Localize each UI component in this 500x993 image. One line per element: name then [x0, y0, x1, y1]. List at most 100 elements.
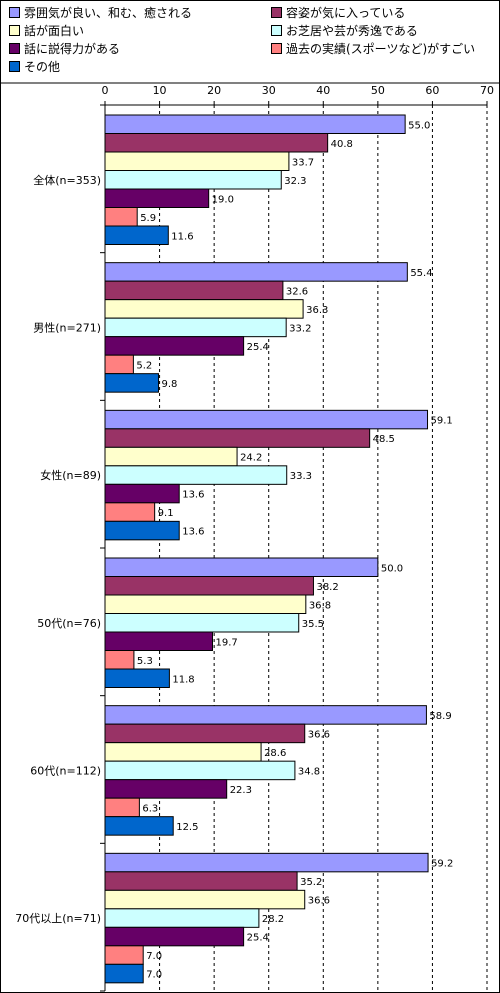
bar [104, 428, 371, 448]
data-label: 22.3 [230, 785, 252, 796]
bar [104, 631, 214, 651]
bar [104, 225, 169, 245]
bar [104, 446, 238, 467]
data-label: 36.3 [306, 305, 328, 316]
data-label: 19.0 [212, 194, 234, 205]
legend-item: その他 [9, 59, 60, 75]
data-label: 12.5 [176, 822, 198, 833]
data-label: 58.9 [429, 711, 451, 722]
legend-swatch [271, 7, 282, 18]
legend-label: 話が面白い [24, 24, 85, 38]
legend-item: 容姿が気に入っている [271, 5, 405, 21]
legend: 雰囲気が良い、和む、癒される 容姿が気に入っている話が面白い お芝居や芸が秀逸である… [9, 5, 489, 77]
bar [104, 557, 379, 577]
data-label: 36.8 [309, 600, 331, 611]
legend-swatch [9, 25, 20, 36]
bar [104, 779, 228, 799]
data-label: 13.6 [182, 527, 204, 538]
data-label: 59.2 [431, 859, 453, 870]
data-label: 36.6 [308, 896, 330, 907]
data-label: 33.2 [289, 323, 311, 334]
bar [104, 963, 144, 984]
data-label: 32.6 [286, 286, 308, 297]
bar [104, 816, 174, 836]
bar [104, 114, 406, 134]
legend-swatch [271, 25, 282, 36]
bar [104, 668, 170, 688]
data-label: 36.6 [308, 729, 330, 740]
bar [104, 151, 290, 171]
data-label: 35.5 [302, 619, 324, 630]
bar [104, 354, 134, 375]
bar [104, 742, 262, 762]
bar [104, 705, 427, 725]
data-label: 5.9 [140, 213, 156, 224]
category-label: 女性(n=89) [40, 468, 101, 482]
data-label: 24.2 [240, 453, 262, 464]
category-label: 70代以上(n=71) [15, 912, 101, 925]
data-label: 7.0 [146, 951, 162, 962]
legend-swatch [9, 61, 20, 72]
data-label: 28.2 [262, 914, 284, 925]
legend-label: 雰囲気が良い、和む、癒される [24, 6, 193, 20]
bar [104, 594, 307, 614]
data-label: 5.2 [136, 360, 152, 371]
bar [104, 760, 296, 781]
data-label: 35.2 [300, 877, 322, 888]
bar [104, 465, 288, 485]
data-label: 48.5 [373, 434, 395, 445]
bar [104, 871, 298, 891]
bar [104, 520, 180, 541]
bar [104, 317, 287, 338]
data-label: 38.2 [316, 582, 338, 593]
x-tick-label: 60 [425, 84, 439, 97]
category-label: 60代(n=112) [30, 764, 101, 777]
bar [104, 576, 314, 596]
data-label: 25.4 [247, 933, 269, 944]
legend-item: 過去の実績(スポーツなど)がすごい [271, 41, 475, 57]
bar [104, 908, 260, 928]
bar [104, 945, 144, 965]
legend-item: 話に説得力がある [9, 41, 120, 57]
legend-label: 過去の実績(スポーツなど)がすごい [286, 42, 476, 56]
x-tick-label: 30 [262, 84, 276, 97]
legend-item: 話が面白い [9, 23, 84, 39]
data-label: 33.3 [290, 471, 312, 482]
bar [104, 889, 306, 910]
data-label: 6.3 [142, 803, 158, 814]
legend-swatch [9, 43, 20, 54]
legend-item: お芝居や芸が秀逸である [271, 23, 418, 39]
data-label: 55.0 [408, 120, 430, 131]
bar [104, 650, 135, 670]
data-label: 5.3 [137, 656, 153, 667]
data-label: 9.1 [158, 508, 174, 519]
bar [104, 502, 156, 522]
x-tick-label: 40 [316, 84, 330, 97]
data-label: 25.4 [247, 342, 269, 353]
data-label: 9.8 [161, 379, 177, 390]
data-label: 13.6 [182, 490, 204, 501]
data-label: 50.0 [381, 563, 403, 574]
bar [104, 613, 300, 633]
data-label: 11.6 [171, 231, 193, 242]
bar [104, 262, 408, 282]
x-tick-label: 50 [371, 84, 385, 97]
legend-label: その他 [24, 60, 61, 74]
bar [104, 926, 245, 947]
legend-label: 容姿が気に入っている [286, 6, 406, 20]
category-label: 全体(n=353) [33, 173, 101, 187]
data-label: 32.3 [284, 176, 306, 187]
x-tick-label: 70 [480, 84, 494, 97]
category-label: 男性(n=271) [33, 320, 101, 334]
data-label: 19.7 [216, 637, 238, 648]
bar [104, 797, 140, 818]
bar [104, 170, 282, 190]
bar [104, 133, 329, 153]
data-label: 40.8 [331, 139, 353, 150]
data-label: 7.0 [146, 970, 162, 981]
x-tick-label: 10 [153, 84, 167, 97]
bar [104, 723, 306, 744]
data-label: 59.1 [431, 416, 453, 427]
